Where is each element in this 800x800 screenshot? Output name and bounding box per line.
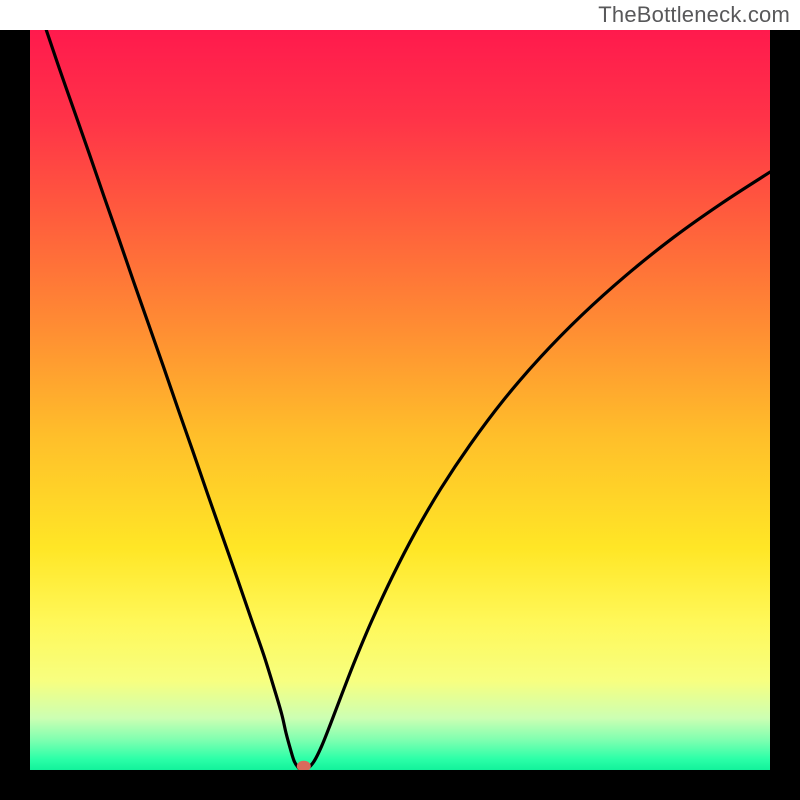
plot-background <box>30 30 770 770</box>
border-bottom <box>0 770 800 800</box>
border-left <box>0 0 30 800</box>
border-right <box>770 0 800 800</box>
bottleneck-chart <box>0 0 800 800</box>
chart-container: TheBottleneck.com <box>0 0 800 800</box>
attribution-text: TheBottleneck.com <box>598 2 790 28</box>
